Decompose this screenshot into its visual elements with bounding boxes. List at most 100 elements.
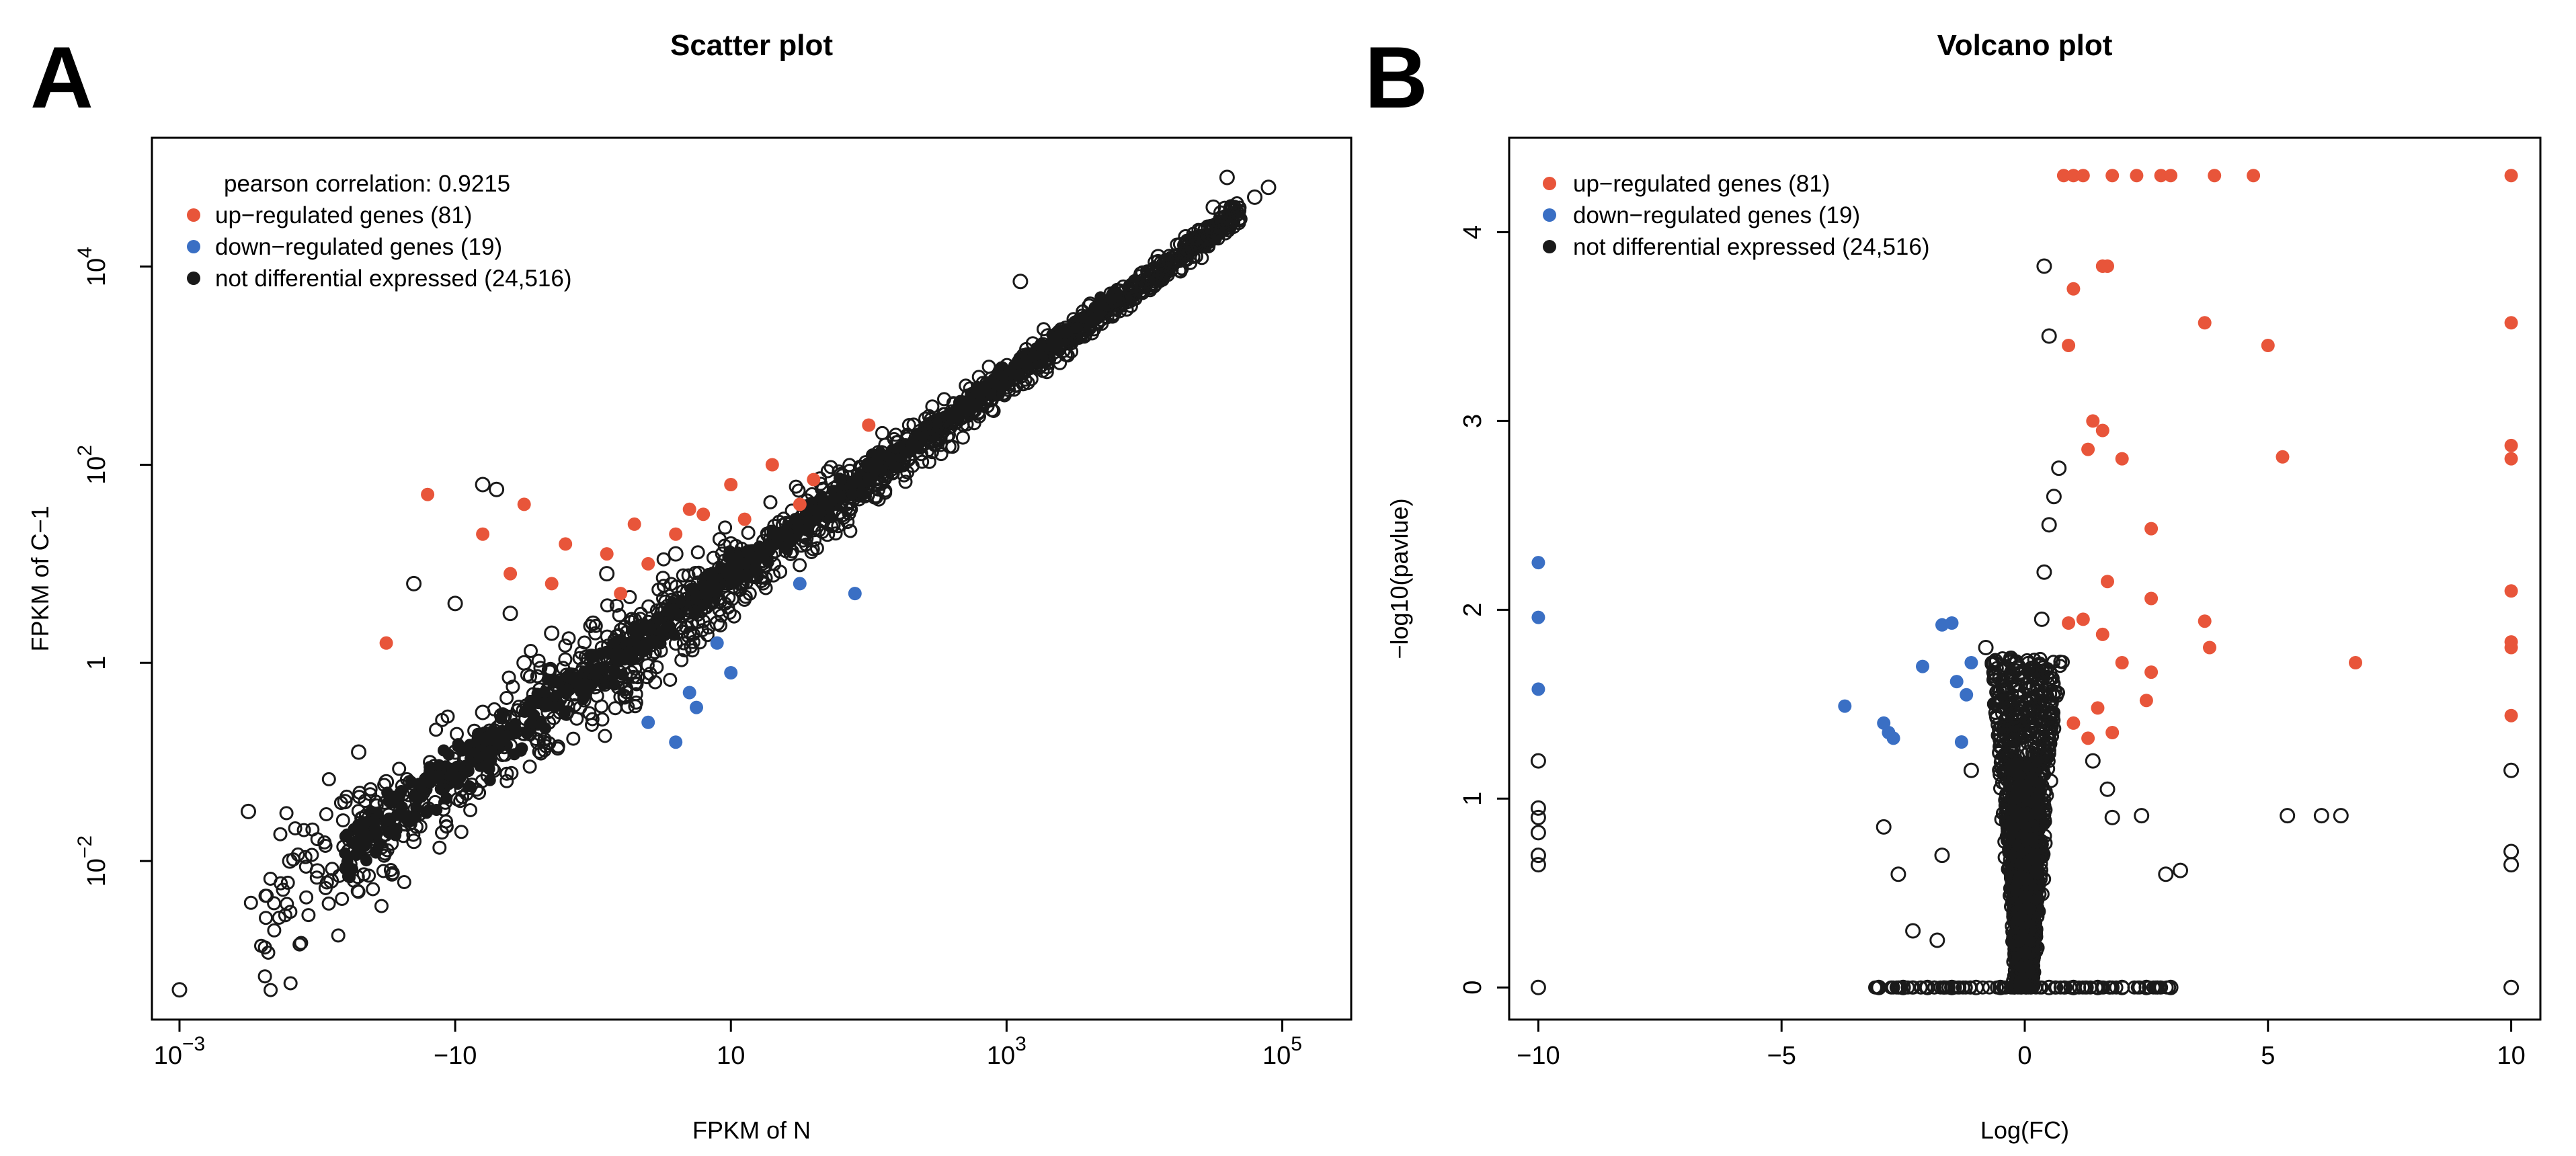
density-point [403, 816, 415, 828]
data-point-down-regulated-genes [1945, 616, 1959, 630]
volcano-points [1530, 169, 2520, 995]
data-point-not-differential-expressed [2041, 328, 2057, 344]
density-point [350, 849, 363, 861]
density-point [613, 655, 626, 667]
data-point-not-differential-expressed [1530, 809, 1546, 825]
data-point-not-differential-expressed [2503, 762, 2520, 778]
data-point-not-differential-expressed [2114, 979, 2130, 995]
density-point [663, 673, 678, 687]
data-point-not-differential-expressed [2099, 781, 2116, 797]
data-point-not-differential-expressed [2503, 857, 2520, 873]
data-point-up-regulated-genes [2504, 452, 2518, 466]
legend-not-differential: not differential expressed (24,516) [1573, 234, 1930, 260]
data-point-not-differential-expressed [2046, 489, 2062, 505]
data-point-down-regulated-genes [641, 715, 655, 729]
legend-marker-not-de [1543, 240, 1556, 253]
data-point-not-differential-expressed [654, 606, 670, 622]
data-point-up-regulated-genes [2076, 612, 2090, 626]
density-point [820, 464, 835, 479]
data-point-up-regulated-genes [2504, 641, 2518, 655]
density-point [898, 474, 913, 489]
density-point [612, 608, 627, 622]
x-tick-label: 10−3 [154, 1033, 206, 1070]
density-point [439, 819, 454, 833]
scatter-legend: pearson correlation: 0.9215 up−regulated… [187, 171, 572, 292]
density-point [582, 706, 597, 720]
density-point [628, 699, 643, 714]
data-point-not-differential-expressed [1934, 848, 1950, 864]
density-point [2031, 867, 2044, 880]
data-point-not-differential-expressed [2163, 979, 2179, 995]
density-point [1165, 254, 1180, 269]
density-point [2038, 694, 2052, 708]
data-point-down-regulated-genes [1960, 688, 1974, 702]
x-tick-label: 5 [2261, 1042, 2275, 1070]
density-point [857, 487, 870, 499]
y-tick-label: 0 [1459, 981, 1487, 995]
scatter-plot-title: Scatter plot [670, 29, 833, 62]
density-point [366, 882, 380, 897]
data-point-down-regulated-genes [793, 577, 807, 591]
density-point [433, 759, 445, 772]
density-point [362, 868, 376, 883]
density-point [2053, 655, 2068, 669]
data-point-not-differential-expressed [668, 546, 684, 562]
density-point [455, 790, 470, 804]
density-point [549, 675, 562, 688]
data-point-not-differential-expressed [406, 833, 422, 850]
scatter-plot-panel: A Scatter plot 10−3 −10 10 103 105 10−211021… [26, 28, 1353, 1144]
density-point [438, 744, 450, 757]
density-point [310, 832, 325, 847]
density-point [352, 824, 364, 837]
density-point [773, 565, 788, 579]
density-point [2036, 737, 2051, 751]
data-point-not-differential-expressed [709, 615, 725, 631]
density-point [374, 899, 389, 913]
x-tick-label: 10 [2497, 1042, 2525, 1070]
density-point [804, 545, 819, 559]
density-point [280, 897, 294, 911]
data-point-not-differential-expressed [1919, 979, 1935, 995]
density-point [955, 430, 970, 445]
density-point [2013, 979, 2026, 991]
density-point [538, 696, 551, 709]
data-point-up-regulated-genes [696, 507, 711, 522]
density-point [741, 526, 756, 540]
data-point-up-regulated-genes [2081, 442, 2095, 456]
data-point-not-differential-expressed [1905, 923, 1921, 939]
density-point [725, 552, 738, 565]
density-point [842, 458, 857, 472]
data-point-up-regulated-genes [669, 527, 683, 541]
density-point [243, 895, 258, 910]
data-point-up-regulated-genes [476, 527, 490, 541]
density-point [278, 908, 292, 923]
y-tick-label: 3 [1459, 414, 1487, 428]
data-point-not-differential-expressed [434, 774, 450, 790]
density-point [506, 679, 520, 694]
data-point-not-differential-expressed [599, 566, 615, 582]
density-point [1914, 980, 1929, 995]
data-point-not-differential-expressed [1205, 199, 1221, 215]
density-point [842, 506, 856, 521]
density-point [2004, 667, 2019, 682]
data-point-up-regulated-genes [2105, 169, 2120, 183]
density-point [1085, 315, 1098, 328]
data-point-up-regulated-genes [2164, 169, 2178, 183]
density-point [292, 937, 307, 952]
volcano-point-cloud [1868, 650, 2177, 995]
data-point-not-differential-expressed [819, 526, 836, 542]
density-point [376, 864, 391, 878]
density-point [569, 711, 584, 726]
density-point [386, 825, 399, 837]
density-point [370, 846, 383, 859]
x-tick-label: 103 [987, 1033, 1027, 1070]
density-point [1999, 980, 2013, 995]
density-point [305, 848, 319, 862]
density-point [718, 520, 733, 535]
density-point [533, 661, 548, 675]
data-point-not-differential-expressed [1040, 328, 1056, 344]
density-point [393, 788, 406, 801]
density-point [1964, 980, 1978, 995]
data-point-not-differential-expressed [2158, 866, 2174, 882]
density-point [588, 626, 603, 641]
